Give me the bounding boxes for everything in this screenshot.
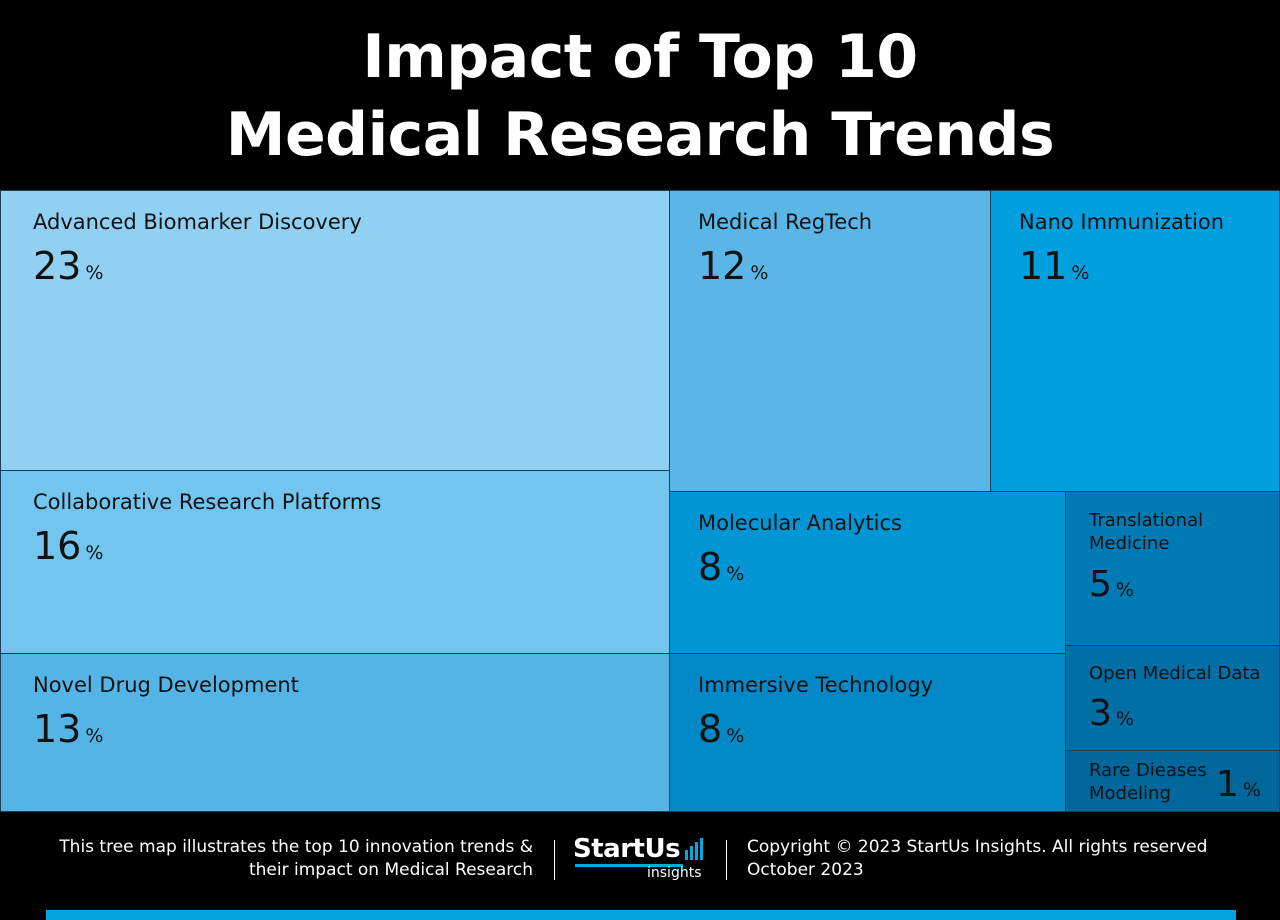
treemap-value-number: 8 [698, 707, 723, 751]
treemap-value-unit: % [1115, 579, 1134, 601]
treemap-cell-label: Collaborative Research Platforms [33, 490, 382, 514]
treemap-cell-value: 11% [1019, 247, 1089, 285]
treemap-cell-label: Open Medical Data [1089, 663, 1261, 684]
treemap-value-number: 16 [33, 524, 82, 568]
description-line-2: their impact on Medical Research [248, 860, 533, 880]
treemap-cell: Advanced Biomarker Discovery 23% [0, 190, 670, 471]
treemap-value-number: 12 [698, 244, 747, 288]
treemap-cell: Immersive Technology 8% [669, 653, 1066, 812]
logo-brand-text: StartUs [573, 834, 681, 864]
startus-logo: StartUs insights [573, 834, 713, 884]
title-line-2: Medical Research Trends [225, 100, 1055, 170]
treemap-cell-value: 1% [1216, 767, 1261, 803]
treemap-cell: Medical RegTech 12% [669, 190, 991, 492]
treemap-value-unit: % [1115, 708, 1134, 730]
description-line-1: This tree map illustrates the top 10 inn… [59, 837, 533, 857]
treemap-cell-value: 16% [33, 527, 103, 565]
treemap-value-unit: % [85, 542, 104, 564]
title-line-1: Impact of Top 10 [362, 22, 918, 92]
bottom-accent-bar [46, 910, 1236, 920]
treemap-cell-value: 12% [698, 247, 768, 285]
treemap-cell-value: 3% [1089, 696, 1134, 732]
treemap-cell: Open Medical Data 3% [1065, 645, 1280, 751]
treemap-cell-label: Immersive Technology [698, 673, 934, 697]
treemap-value-unit: % [750, 262, 769, 284]
treemap-cell-label: Advanced Biomarker Discovery [33, 210, 362, 234]
treemap-cell-value: 23% [33, 247, 103, 285]
footer-divider-right [726, 840, 727, 880]
treemap-value-number: 23 [33, 244, 82, 288]
footer-copyright-block: Copyright © 2023 StartUs Insights. All r… [747, 836, 1267, 882]
logo-sub-text: insights [647, 865, 702, 881]
treemap-value-number: 8 [698, 545, 723, 589]
copyright-text: Copyright © 2023 StartUs Insights. All r… [747, 837, 1208, 857]
logo-bars-icon [685, 838, 703, 860]
date-text: October 2023 [747, 860, 864, 880]
treemap-value-unit: % [726, 725, 745, 747]
treemap-cell-value: 8% [698, 548, 744, 586]
treemap-cell: Nano Immunization 11% [990, 190, 1280, 492]
treemap-value-unit: % [1242, 779, 1261, 801]
treemap-cell-label: Rare Dieases Modeling [1089, 760, 1207, 804]
treemap-value-unit: % [1071, 262, 1090, 284]
treemap-cell-value: 5% [1089, 567, 1134, 603]
logo-underline [575, 864, 683, 867]
treemap-value-unit: % [85, 262, 104, 284]
treemap-value-number: 3 [1089, 693, 1112, 734]
treemap-cell: Molecular Analytics 8% [669, 491, 1066, 654]
treemap-cell-label: Molecular Analytics [698, 511, 902, 535]
treemap-cell-value: 13% [33, 710, 103, 748]
chart-title: Impact of Top 10 Medical Research Trends [0, 18, 1280, 174]
treemap-cell-value: 8% [698, 710, 744, 748]
treemap-value-unit: % [726, 563, 745, 585]
treemap-cell-label: Novel Drug Development [33, 673, 299, 697]
treemap-value-unit: % [85, 725, 104, 747]
treemap-cell-label: Medical RegTech [698, 210, 873, 234]
treemap-value-number: 13 [33, 707, 82, 751]
treemap-cell-label: Translational Medicine [1089, 510, 1204, 554]
treemap-cell: Novel Drug Development 13% [0, 653, 670, 812]
treemap-value-number: 1 [1216, 764, 1239, 805]
footer-divider-left [554, 840, 555, 880]
treemap-value-number: 5 [1089, 564, 1112, 605]
treemap-cell: Rare Dieases Modeling 1% [1065, 750, 1280, 812]
treemap-cell-label: Nano Immunization [1019, 210, 1225, 234]
treemap: Advanced Biomarker Discovery 23% Collabora… [0, 190, 1280, 812]
treemap-cell: Translational Medicine 5% [1065, 491, 1280, 646]
treemap-cell: Collaborative Research Platforms 16% [0, 470, 670, 654]
treemap-value-number: 11 [1019, 244, 1068, 288]
footer-description: This tree map illustrates the top 10 inn… [0, 836, 533, 882]
